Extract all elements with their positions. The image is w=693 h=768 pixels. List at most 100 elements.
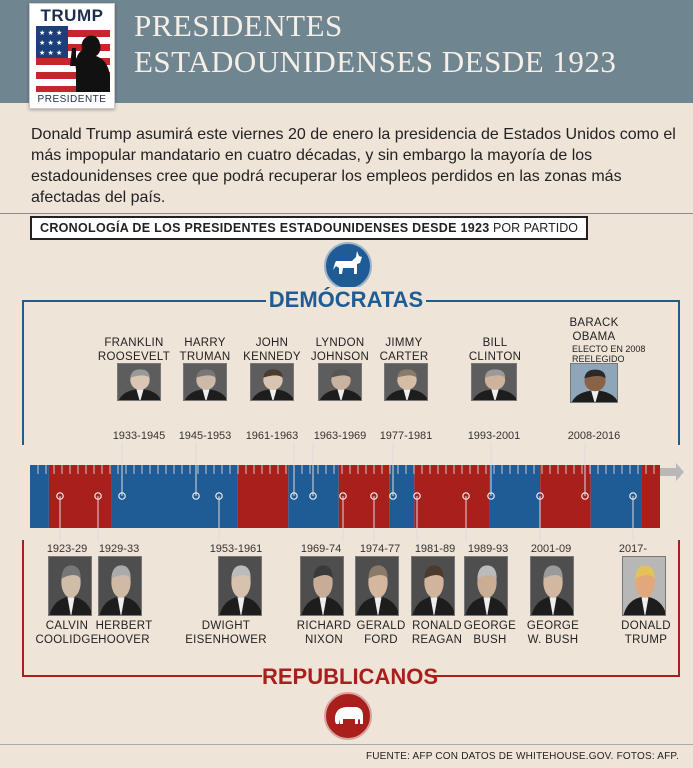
republican-marker [370, 492, 378, 500]
democrat-marker [290, 492, 298, 500]
democrat-first-name: JIMMY [385, 337, 423, 349]
source-credit: FUENTE: AFP CON DATOS DE WHITEHOUSE.GOV.… [365, 751, 679, 762]
democrat-marker [118, 492, 126, 500]
republican-first-name: RONALD [412, 620, 462, 632]
democrat-marker [389, 492, 397, 500]
republican-last-name: COOLIDGE [35, 634, 99, 646]
democrat-last-name: OBAMA [572, 331, 616, 343]
republican-first-name: RICHARD [296, 620, 352, 632]
republican-name: GERALD FORD [331, 619, 431, 647]
republican-marker [413, 492, 421, 500]
democrat-period [590, 465, 642, 528]
democrat-portrait [318, 363, 362, 401]
timeline-arrow [660, 463, 684, 481]
democrat-note-line-1: ELECTO EN 2008 [572, 344, 646, 354]
title-line-2: ESTADOUNIDENSES DESDE 1923 [134, 44, 617, 79]
democrat-years: 1963-1969 [313, 430, 367, 442]
democrat-name: LYNDON JOHNSON [290, 336, 390, 364]
democrat-years: 2008-2016 [567, 430, 621, 442]
republican-portrait [464, 556, 508, 616]
democrat-name: JOHN KENNEDY [222, 336, 322, 364]
democrat-name: BILL CLINTON [445, 336, 545, 364]
democrat-first-name: JOHN [255, 337, 289, 349]
republican-last-name: NIXON [305, 634, 343, 646]
intro-paragraph: Donald Trump asumirá este viernes 20 de … [31, 126, 676, 206]
republican-portrait [300, 556, 344, 616]
republican-marker [462, 492, 470, 500]
democrat-portrait [117, 363, 161, 401]
democrat-marker [192, 492, 200, 500]
chronology-label-bold: CRONOLOGÍA DE LOS PRESIDENTES ESTADOUNID… [40, 221, 490, 235]
logo-subtitle: PRESIDENTE [37, 94, 107, 105]
democrat-last-name: KENNEDY [243, 351, 301, 363]
republican-name: DONALD TRUMP [596, 619, 693, 647]
democrat-marker [581, 492, 589, 500]
svg-text:★ ★ ★: ★ ★ ★ [39, 39, 62, 47]
header-band [0, 0, 693, 103]
republican-years: 1929-33 [98, 543, 140, 555]
democrat-last-name: ROOSEVELT [97, 351, 171, 363]
divider [0, 213, 693, 214]
democrat-last-name: TRUMAN [179, 351, 231, 363]
democrat-period [30, 465, 49, 528]
democrat-marker [309, 492, 317, 500]
republican-marker [629, 492, 637, 500]
flag-silhouette-icon: ★ ★ ★ ★ ★ ★ ★ ★ ★ [36, 26, 110, 92]
republican-name: CALVIN COOLIDGE [17, 619, 117, 647]
republican-marker [339, 492, 347, 500]
republicans-label: REPUBLICANOS [262, 664, 439, 690]
republican-years: 1974-77 [359, 543, 401, 555]
democrat-name: BARACK OBAMA [544, 316, 644, 344]
democrat-first-name: BARACK [569, 317, 619, 329]
republican-portrait [622, 556, 666, 616]
republican-years: 1969-74 [300, 543, 342, 555]
republican-first-name: CALVIN [45, 620, 89, 632]
democrat-name: HARRY TRUMAN [155, 336, 255, 364]
page-title: PRESIDENTES ESTADOUNIDENSES DESDE 1923 [134, 8, 616, 80]
republican-last-name: TRUMP [624, 634, 668, 646]
republican-period [338, 465, 390, 528]
democrat-period [111, 465, 238, 528]
republican-period [414, 465, 490, 528]
democrat-portrait [471, 363, 517, 401]
republican-portrait [48, 556, 92, 616]
republican-name: GEORGE BUSH [440, 619, 540, 647]
democrat-years: 1961-1963 [245, 430, 299, 442]
republican-years: 1923-29 [46, 543, 88, 555]
republican-name: DWIGHT EISENHOWER [176, 619, 276, 647]
republican-portrait [411, 556, 455, 616]
democrat-name: FRANKLIN ROOSEVELT [84, 336, 184, 364]
republican-years: 2001-09 [530, 543, 572, 555]
republican-portrait [98, 556, 142, 616]
donkey-icon [324, 242, 372, 290]
democrat-marker [487, 492, 495, 500]
democrat-portrait [570, 363, 618, 403]
republican-name: GEORGE W. BUSH [503, 619, 603, 647]
republican-first-name: DONALD [621, 620, 671, 632]
democrat-first-name: BILL [482, 337, 508, 349]
republican-marker [94, 492, 102, 500]
democrat-first-name: HARRY [184, 337, 226, 349]
chronology-label: CRONOLOGÍA DE LOS PRESIDENTES ESTADOUNID… [30, 216, 588, 240]
republican-years: 1989-93 [467, 543, 509, 555]
republican-first-name: GEORGE [463, 620, 517, 632]
republican-period [540, 465, 591, 528]
democrat-years: 1993-2001 [467, 430, 521, 442]
democrat-name: JIMMY CARTER [354, 336, 454, 364]
republican-portrait [530, 556, 574, 616]
democrat-portrait [250, 363, 294, 401]
republican-period [48, 465, 112, 528]
republican-marker [536, 492, 544, 500]
democrat-note: ELECTO EN 2008 REELEGIDO [572, 344, 645, 364]
democrats-label: DEMÓCRATAS [266, 287, 426, 313]
republican-first-name: GERALD [356, 620, 406, 632]
democrat-last-name: JOHNSON [310, 351, 370, 363]
republican-last-name: REAGAN [411, 634, 463, 646]
trump-president-logo: TRUMP ★ ★ ★ ★ ★ ★ ★ ★ ★ PRESIDENTE [29, 3, 115, 109]
republican-last-name: FORD [364, 634, 398, 646]
republican-name: RONALD REAGAN [387, 619, 487, 647]
republican-first-name: GEORGE [526, 620, 580, 632]
republican-last-name: BUSH [473, 634, 507, 646]
democrat-years: 1977-1981 [379, 430, 433, 442]
republican-marker [56, 492, 64, 500]
